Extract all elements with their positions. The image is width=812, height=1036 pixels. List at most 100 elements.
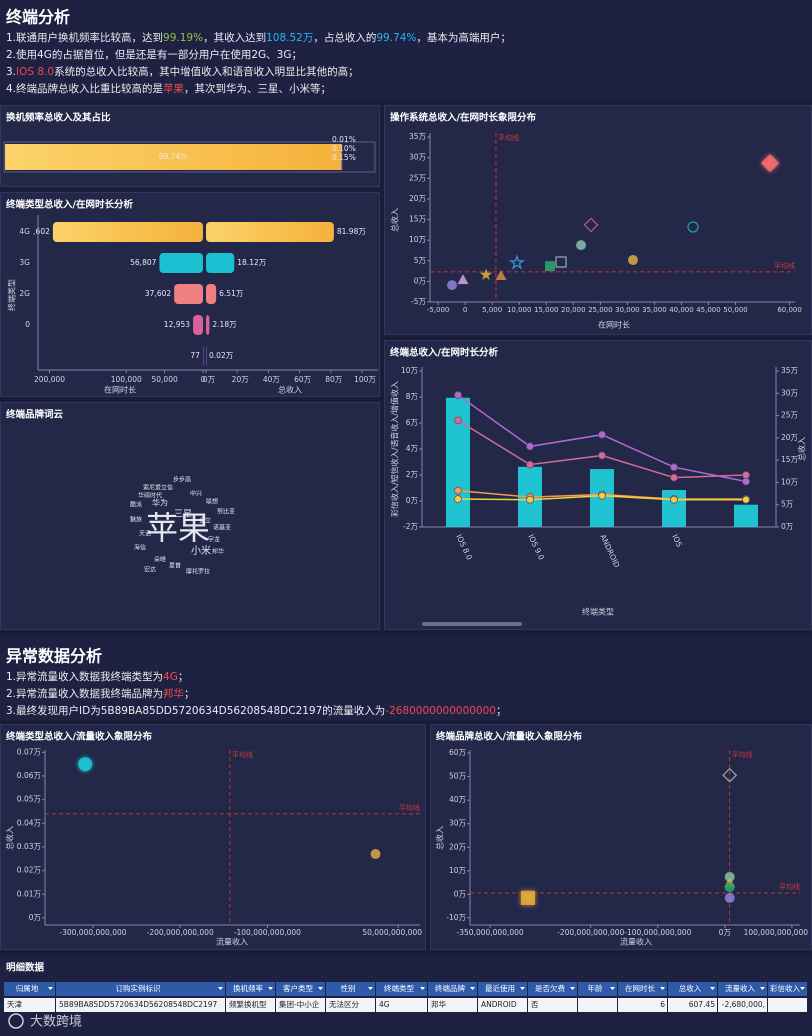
left-bar — [52, 222, 203, 242]
x-axis-title: 终端类型 — [582, 607, 614, 617]
header-cell — [376, 982, 427, 996]
cell-text: 5B89BA85DD5720634D56208548DC2197 — [59, 1000, 218, 1009]
header-cell — [768, 982, 807, 996]
sort-icon — [760, 987, 765, 990]
category-label: 3G — [19, 258, 30, 267]
summary-line: 3.最终发现用户ID为5B89BA85DD5720634D56208548DC2… — [6, 704, 506, 717]
summary-text: 1.联通用户换机频率比较高，达到 — [6, 31, 163, 44]
data-point — [457, 274, 469, 285]
summary-text: ； — [184, 688, 195, 700]
summary-text: ； — [496, 705, 507, 717]
y-tick-label: 4万 — [406, 444, 419, 453]
y-tick-label: 0万 — [29, 913, 42, 922]
summary-text: 系统的总收入比较高，其中增值收入和语音收入明显比其他的高； — [54, 65, 359, 78]
category-label: 4G — [19, 227, 30, 236]
bar — [734, 504, 758, 527]
y-tick-label: 0.05万 — [17, 795, 42, 804]
y-tick-label: -5万 — [411, 297, 426, 306]
line-point — [598, 430, 606, 439]
word: 诺基亚 — [213, 524, 231, 532]
line-point — [670, 463, 678, 472]
sort-icon — [570, 987, 575, 990]
sort-icon — [800, 987, 805, 990]
data-point — [495, 270, 507, 281]
data-point — [760, 153, 780, 173]
word: 中兴 — [190, 490, 202, 498]
sort-icon — [470, 987, 475, 990]
scrollbar — [422, 622, 522, 626]
logo — [8, 1013, 24, 1029]
summary-text: 4.终端品牌总收入比重比较高的是 — [6, 82, 164, 95]
line-point — [742, 471, 750, 479]
line-point — [598, 451, 606, 460]
summary-line: 1.异常流量收入数据我终端类型为4G； — [6, 670, 188, 683]
y-tick-label: 0.02万 — [17, 866, 42, 875]
x2-tick-label: 100万 — [354, 375, 376, 384]
panel — [0, 724, 426, 950]
x-tick-label: -200,000,000,000 — [557, 928, 624, 937]
summary-text: ，其收入达到 — [203, 31, 266, 44]
summary-text: 2.使用4G的占据首位，但是还是有一部分用户在使用2G、3G； — [6, 48, 302, 61]
summary-text: ，占总收入的 — [313, 31, 376, 44]
cell-text: -2,680,000, — [722, 1000, 765, 1009]
y-tick-label: 20万 — [449, 842, 467, 851]
right-value-label: 2.18万 — [212, 320, 237, 329]
summary-text: 邦华 — [163, 687, 184, 700]
word: 联想 — [206, 498, 218, 506]
header-cell — [528, 982, 577, 996]
y-tick-label: 0万 — [454, 889, 467, 898]
sort-icon — [268, 987, 273, 990]
line-point — [670, 495, 678, 504]
table-cell — [718, 998, 767, 1012]
data-point — [724, 882, 735, 893]
word: 步步高 — [173, 476, 191, 484]
right-value-label: 81.98万 — [337, 227, 366, 236]
header-text: 换机频率 — [233, 983, 263, 993]
summary-text: 2.异常流量收入数据我终端品牌为 — [6, 687, 163, 700]
summary-panel — [0, 0, 812, 100]
header-cell — [618, 982, 667, 996]
sort-icon — [710, 987, 715, 990]
data-point — [447, 280, 458, 291]
left-value-label: 77 — [190, 351, 200, 360]
word: 金立 — [199, 517, 211, 525]
x-tick-label: -350,000,000,000 — [457, 928, 524, 937]
data-point — [479, 268, 493, 281]
summary-line: 1.联通用户换机频率比较高，达到99.19%，其收入达到108.52万，占总收入… — [6, 31, 511, 44]
x-tick-label: 30,000 — [615, 306, 640, 314]
watermark: 大数跨境 — [30, 1015, 82, 1030]
x-tick-label: 0万 — [719, 928, 732, 937]
x-tick-label: 100,000 — [111, 375, 142, 384]
data-point — [576, 240, 587, 251]
line-point — [454, 416, 462, 425]
word: 努比亚 — [217, 508, 235, 516]
category-label: 2G — [19, 289, 30, 298]
summary-line: 2.使用4G的占据首位，但是还是有一部分用户在使用2G、3G； — [6, 48, 302, 61]
y-tick-label: 0.06万 — [17, 771, 42, 780]
data-point — [508, 254, 526, 270]
summary-text: IOS 8.0 — [16, 66, 54, 78]
data-point — [724, 892, 735, 903]
x2-tick-label: 20万 — [232, 375, 250, 384]
y-tick-label: 0万 — [406, 496, 419, 505]
y-tick-label: 10万 — [401, 366, 419, 375]
cell-text: ANDROID — [481, 1000, 517, 1009]
y2-tick-label: 10万 — [781, 477, 799, 486]
table-cell — [326, 998, 375, 1012]
y2-axis-title: 总收入 — [797, 437, 807, 461]
left-value-label: 195,602 — [19, 227, 50, 236]
word: 宇龙 — [208, 536, 220, 544]
cell-text: 集团-中小企 — [279, 999, 320, 1009]
right-bar — [206, 315, 210, 335]
header-text: 归属地 — [16, 983, 39, 993]
bar-segment — [5, 144, 342, 170]
y-tick-label: 10万 — [409, 235, 427, 244]
right-value-label: 6.51万 — [219, 289, 244, 298]
value-label: 99.74% — [159, 152, 188, 161]
table-cell — [4, 998, 55, 1012]
sort-icon — [420, 987, 425, 990]
word: 天语 — [139, 530, 151, 538]
header-text: 订购实例标识 — [116, 983, 161, 993]
y2-tick-label: 0万 — [781, 522, 794, 531]
x-tick-label: -300,000,000,000 — [59, 928, 126, 937]
